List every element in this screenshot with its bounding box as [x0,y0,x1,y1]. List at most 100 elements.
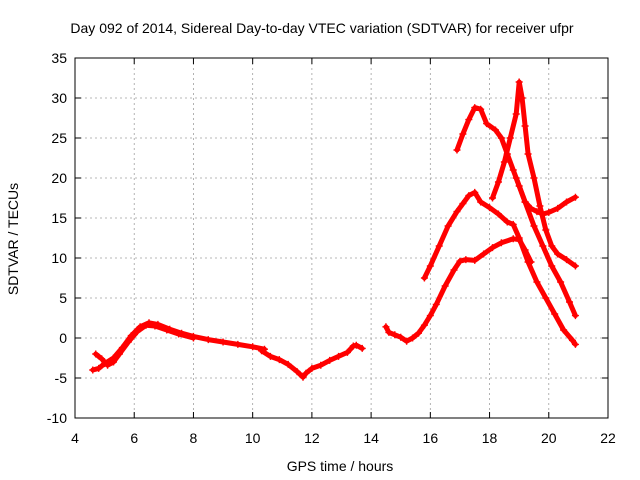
data-point [571,340,579,348]
y-axis-label: SDTVAR / TECUs [5,183,21,295]
x-tick-label: 18 [482,430,498,446]
y-tick-label: 35 [51,50,67,66]
data-point [234,340,242,348]
data-point [462,256,470,264]
data-point [142,321,150,329]
data-point [299,373,307,381]
data-point [509,220,517,228]
series-arc-early-b [92,321,197,369]
data-point [554,250,562,258]
data-point [494,210,502,218]
data-point [385,328,393,336]
data-point [557,278,565,286]
data-point [414,329,422,337]
data-point [109,358,117,366]
data-point [104,361,112,369]
series-arc-midday [258,341,366,381]
y-tick-label: -5 [55,370,68,386]
data-point [275,356,283,364]
data-point [515,234,523,242]
series-line [490,79,578,269]
x-tick-label: 10 [245,430,261,446]
data-point [571,262,579,270]
data-point [518,94,526,102]
data-point [548,242,556,250]
y-tick-label: 5 [59,290,67,306]
data-point [317,361,325,369]
data-point [512,110,520,118]
data-point [489,194,497,202]
axis-ticks: 4 6 8 10 12 14 16 18 20 22 -10 -5 0 5 10 15 20 25 30 35 [47,50,616,446]
data-point [133,328,141,336]
data-point [506,134,514,142]
data-point [491,126,499,134]
series-line [90,320,267,373]
data-point [521,198,529,206]
data-point [571,312,579,320]
data-point [477,198,485,206]
data-point [477,105,485,113]
series-arc-afternoon [382,235,535,345]
x-tick-label: 8 [190,430,198,446]
data-point [397,333,405,341]
data-point [403,337,411,345]
data-point [486,204,494,212]
data-point [530,222,538,230]
x-tick-label: 4 [71,430,79,446]
data-point [219,338,227,346]
data-point [500,158,508,166]
data-point [302,369,310,377]
series-arc-mid-rise [420,188,579,348]
data-point [483,120,491,128]
data-point [571,193,579,201]
x-tick-label: 14 [363,430,379,446]
data-point [542,294,550,302]
data-point [308,364,316,372]
data-point [266,352,274,360]
plot-frame [74,57,609,419]
data-point [459,200,467,208]
data-point [409,334,417,342]
data-point [471,104,479,112]
data-point [530,174,538,182]
x-tick-label: 16 [423,430,439,446]
x-tick-label: 22 [600,430,616,446]
y-tick-label: 15 [51,210,67,226]
data-point [391,331,399,339]
data-point [568,336,576,344]
data-point [503,218,511,226]
data-point [326,356,334,364]
data-point [435,242,443,250]
data-point [453,208,461,216]
data-point [560,326,568,334]
data-point [92,350,100,358]
data-point [465,116,473,124]
data-point [115,350,123,358]
data-point [420,274,428,282]
data-point [450,266,458,274]
data-point [515,78,523,86]
data-point [489,244,497,252]
data-point [536,202,544,210]
data-point [293,368,301,376]
data-point [432,300,440,308]
data-point [89,366,97,374]
data-point [420,321,428,329]
x-axis-label: GPS time / hours [287,458,394,474]
data-point [204,336,212,344]
y-tick-label: -10 [47,410,67,426]
data-point [509,166,517,174]
data-point [163,326,171,334]
data-point [189,334,197,342]
y-tick-label: 0 [59,330,67,346]
data-point [465,192,473,200]
data-point [539,242,547,250]
series-arc-late-fall [512,174,579,320]
data-point [444,222,452,230]
data-point [471,188,479,196]
data-point [494,178,502,186]
series-arc-peak [489,78,579,270]
data-point [563,198,571,206]
data-point [151,322,159,330]
